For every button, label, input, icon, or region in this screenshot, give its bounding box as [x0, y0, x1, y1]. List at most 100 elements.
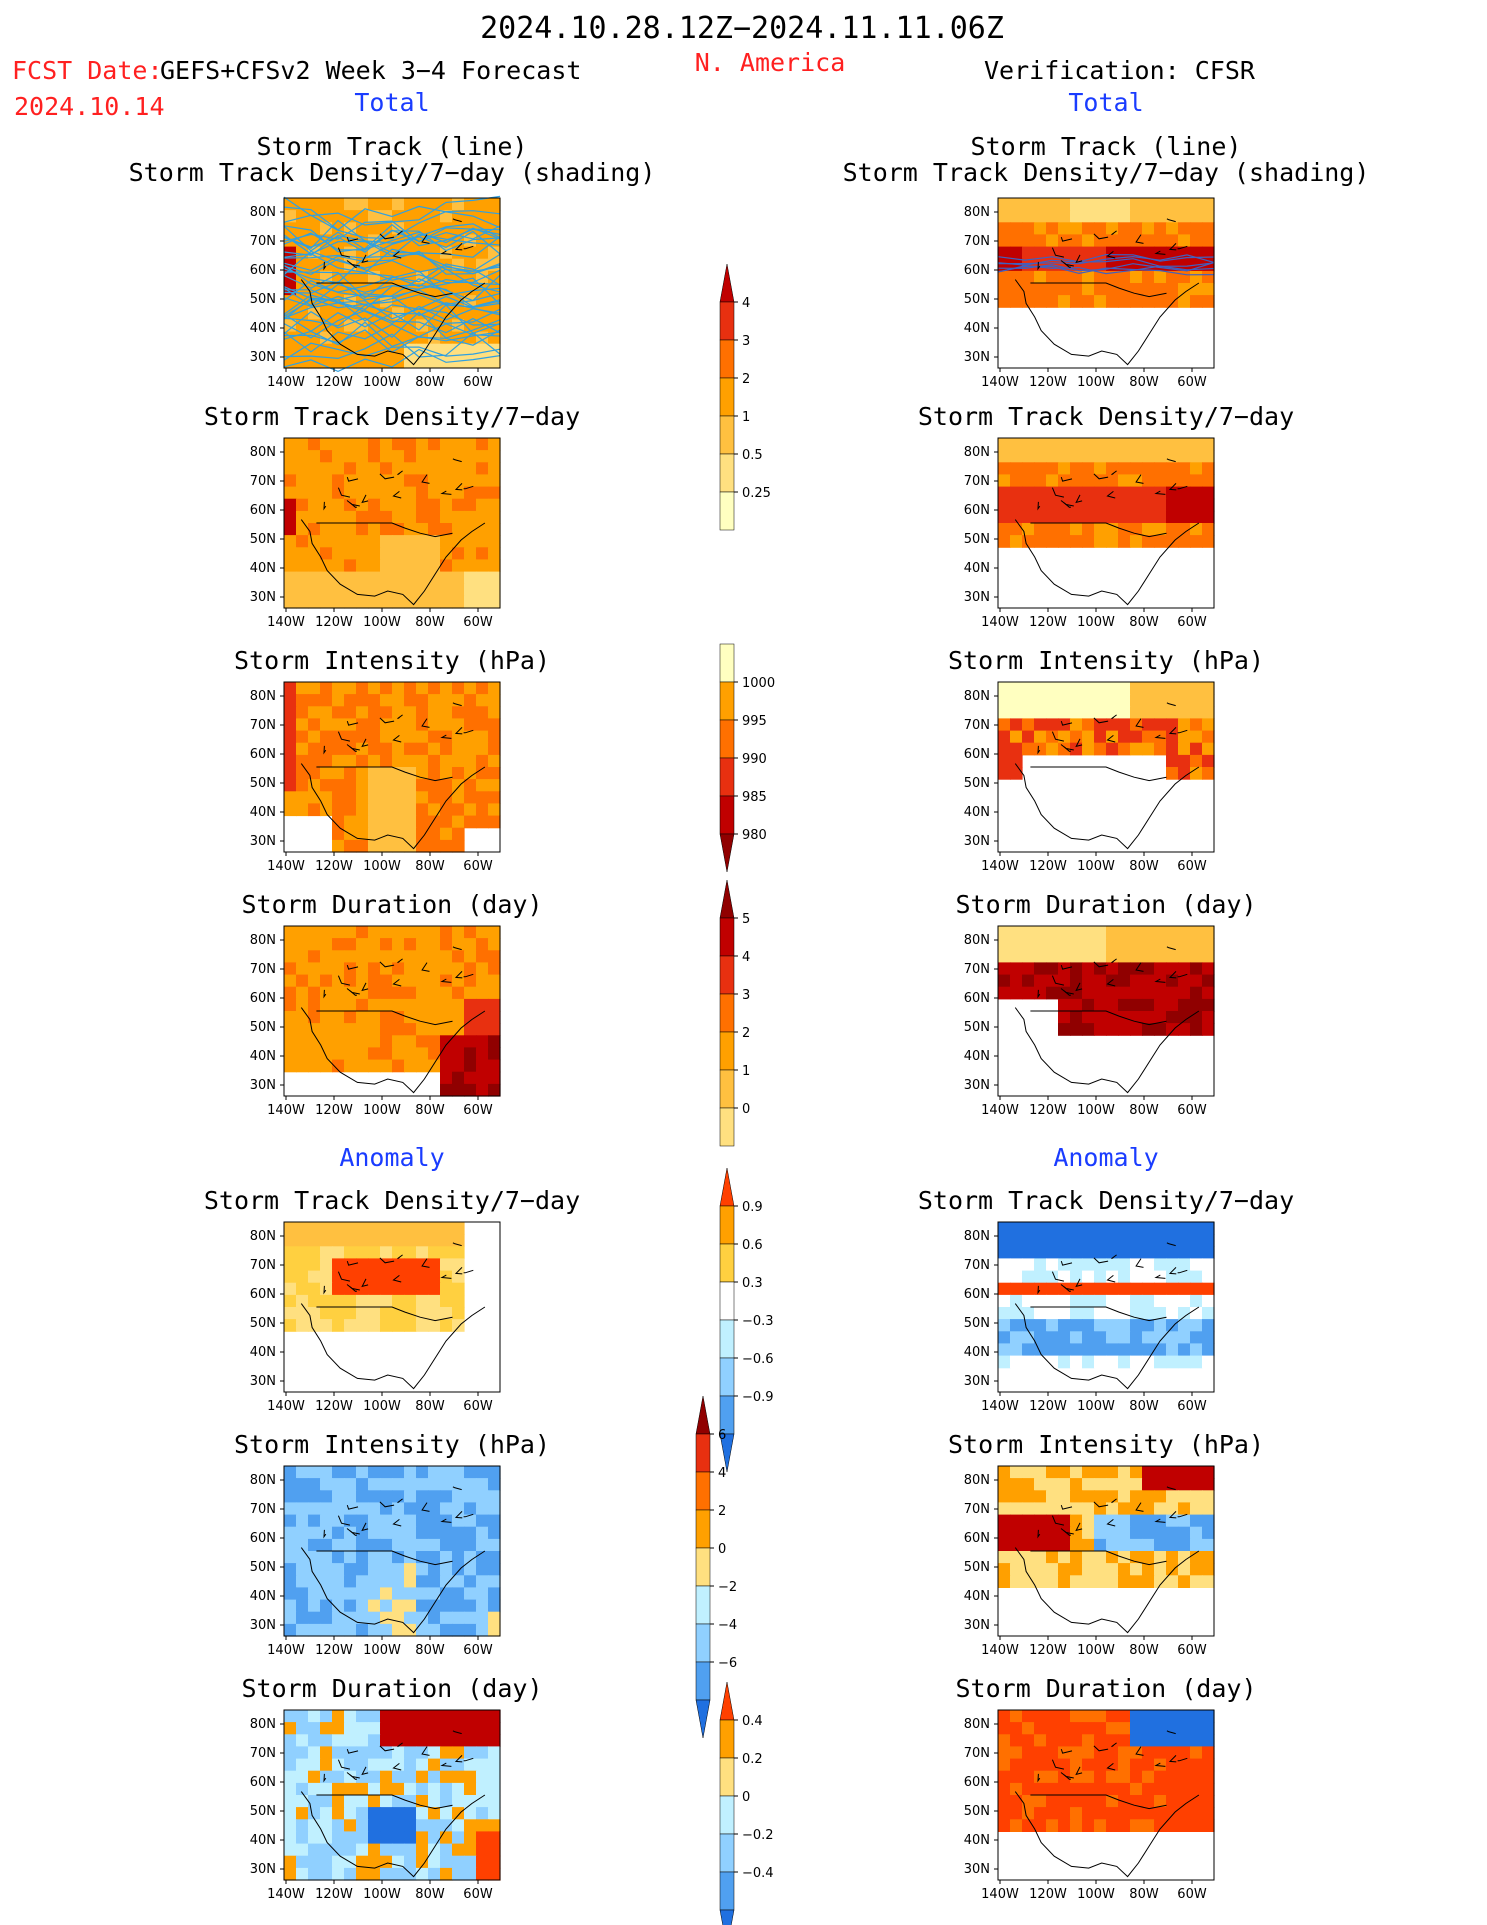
heat-cell	[1154, 1490, 1167, 1503]
heat-cell	[296, 694, 309, 707]
heat-cell	[1046, 1270, 1059, 1284]
island-outline	[454, 1267, 463, 1275]
heat-cell	[452, 1011, 465, 1024]
heat-cell	[1118, 1710, 1131, 1723]
heat-cell	[452, 1734, 465, 1747]
heat-cell	[368, 1478, 381, 1491]
heat-cell	[1130, 1746, 1143, 1760]
heat-cell	[1178, 535, 1191, 548]
heat-cell	[284, 486, 297, 500]
lon-tick-label: 120W	[315, 1887, 353, 1902]
heat-cell	[380, 1551, 393, 1564]
heat-cell	[1094, 1722, 1107, 1735]
heat-cell	[428, 791, 441, 804]
heat-cell	[440, 974, 453, 988]
heat-cell	[296, 767, 309, 780]
heat-cell	[1058, 1514, 1071, 1528]
island-outline	[1154, 250, 1166, 255]
storm-track-line	[283, 321, 501, 348]
storm-track-line	[997, 261, 1215, 272]
heat-cell	[344, 270, 357, 284]
heat-cell	[308, 1047, 321, 1061]
heat-cell	[332, 974, 345, 988]
colorbar-label: 0.4	[742, 1714, 763, 1729]
heat-cell	[440, 1023, 453, 1036]
heat-cell	[308, 1758, 321, 1772]
heat-cell	[368, 926, 381, 939]
heat-cell	[404, 1294, 417, 1308]
heat-cell	[368, 815, 381, 829]
heat-cell	[332, 694, 345, 707]
heat-cell	[380, 498, 393, 512]
storm-track-line	[283, 331, 501, 360]
heat-cell	[1070, 498, 1083, 512]
colorbar-segment	[719, 1031, 735, 1071]
heat-cell	[380, 1526, 393, 1540]
heat-cell	[452, 1819, 465, 1832]
heat-cell	[1094, 1807, 1107, 1820]
heat-cell	[452, 1611, 465, 1625]
heat-cell	[488, 438, 501, 451]
island-outline	[397, 714, 403, 720]
heat-cell	[284, 583, 297, 597]
heat-cell	[296, 779, 309, 792]
heat-cell	[440, 1011, 453, 1024]
heat-cell	[1106, 1319, 1119, 1332]
heat-cell	[404, 1258, 417, 1272]
storm-track-line	[283, 302, 501, 325]
colorbar-label: 990	[742, 752, 767, 767]
heat-cell	[416, 1867, 429, 1881]
island-outline	[1168, 1267, 1177, 1275]
lon-tick-label: 140W	[981, 1887, 1019, 1902]
heat-cell	[1202, 1023, 1215, 1036]
heat-cell	[320, 1234, 333, 1247]
heat-cell	[464, 1843, 477, 1857]
heat-cell	[1142, 938, 1155, 951]
heat-cell	[392, 1746, 405, 1760]
heat-cell	[392, 754, 405, 768]
heat-cell	[1034, 535, 1047, 548]
heat-cell	[1142, 1490, 1155, 1503]
heat-cell	[296, 1551, 309, 1564]
lon-tick-label: 140W	[267, 859, 305, 874]
heat-cell	[356, 535, 369, 548]
island-outline	[1111, 470, 1117, 476]
heat-cell	[1010, 523, 1023, 536]
heat-cell	[404, 474, 417, 488]
heat-cell	[1154, 1526, 1167, 1540]
heat-cell	[1046, 1710, 1059, 1723]
heat-cell	[392, 1294, 405, 1308]
heat-cell	[332, 1575, 345, 1588]
lon-tick-label: 60W	[463, 1103, 493, 1118]
lon-tick-label: 80W	[1129, 1103, 1159, 1118]
heat-cell	[1154, 295, 1167, 308]
heat-cell	[320, 1478, 333, 1491]
lat-tick-label: 70N	[964, 1258, 990, 1273]
heat-cell	[1058, 1355, 1071, 1369]
heat-cell	[1130, 438, 1143, 451]
heat-cell	[416, 1035, 429, 1048]
heat-cell	[1202, 682, 1215, 695]
heat-cell	[1118, 1270, 1131, 1284]
heat-cell	[284, 718, 297, 732]
heat-cell	[284, 1611, 297, 1625]
heat-cell	[1190, 1538, 1203, 1552]
heat-cell	[320, 1623, 333, 1637]
heat-cell	[1154, 1782, 1167, 1796]
lon-tick-label: 140W	[267, 1103, 305, 1118]
heat-cell	[1034, 1819, 1047, 1832]
heat-cell	[320, 1514, 333, 1528]
heat-cell	[356, 583, 369, 597]
island-outline	[1111, 1254, 1117, 1260]
heat-cell	[332, 718, 345, 732]
lat-tick-label: 30N	[964, 1078, 990, 1093]
colorbar-arrow-top	[719, 1167, 735, 1207]
lon-tick-label: 100W	[1077, 375, 1115, 390]
heat-cell	[344, 1623, 357, 1637]
heat-cell	[284, 1710, 297, 1723]
heat-cell	[464, 1770, 477, 1784]
heat-cell	[998, 754, 1011, 768]
heat-cell	[368, 706, 381, 719]
heat-cell	[308, 1490, 321, 1503]
heat-cell	[1046, 535, 1059, 548]
